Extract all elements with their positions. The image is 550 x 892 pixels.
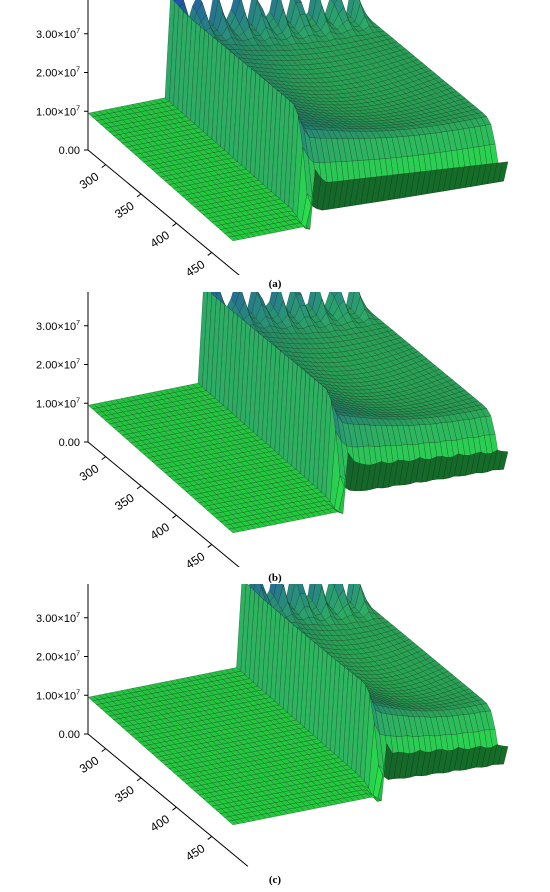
surface-plot-c: 0.00 1.00×107 2.00×107 3.00×107 4.00×107 300 3… xyxy=(36,584,509,867)
z-tick-label: 1.00×107 xyxy=(36,105,80,118)
y-tick-label: 400 xyxy=(148,520,173,543)
y-tick-label: 300 xyxy=(77,461,102,484)
z-tick-label: 3.00×107 xyxy=(36,612,80,625)
surface-plot-b: 0.00 1.00×107 2.00×107 3.00×107 4.00×107 300 3… xyxy=(36,292,509,567)
y-tick-label: 450 xyxy=(183,257,208,275)
y-axis-line xyxy=(87,733,249,867)
y-tick-label: 450 xyxy=(183,841,208,864)
z-tick-label: 4.00×107 xyxy=(36,292,80,294)
panel-b: 0.00 1.00×107 2.00×107 3.00×107 4.00×107 300 3… xyxy=(0,292,550,584)
panel-a: 0.00 1.00×107 2.00×107 3.00×107 4.00×107 300 3… xyxy=(0,0,550,292)
z-tick-label: 1.00×107 xyxy=(36,689,80,702)
y-tick-mark xyxy=(172,806,177,811)
z-tick-label: 3.00×107 xyxy=(36,28,80,41)
y-tick-label: 300 xyxy=(77,169,102,192)
y-tick-mark xyxy=(101,164,106,169)
z-tick-label: 2.00×107 xyxy=(36,359,80,372)
y-tick-mark xyxy=(136,485,142,490)
z-tick-label: 0.00 xyxy=(59,145,80,157)
z-tick-label: 2.00×107 xyxy=(36,67,80,80)
surface-mesh xyxy=(87,292,509,534)
surface-mesh xyxy=(87,0,509,242)
y-tick-mark xyxy=(172,222,177,227)
z-tick-label: 2.00×107 xyxy=(36,651,80,664)
surface-plot-a: 0.00 1.00×107 2.00×107 3.00×107 4.00×107 300 3… xyxy=(36,0,509,275)
caption-b: (b) xyxy=(268,572,282,584)
y-tick-mark xyxy=(136,193,142,198)
y-tick-label: 350 xyxy=(112,491,137,514)
y-tick-label: 400 xyxy=(148,812,173,835)
y-tick-mark xyxy=(207,836,213,840)
panel-c: 0.00 1.00×107 2.00×107 3.00×107 4.00×107 300 3… xyxy=(0,584,550,886)
surface-mesh xyxy=(87,584,509,826)
z-tick-label: 4.00×107 xyxy=(36,584,80,586)
caption-a: (a) xyxy=(268,278,282,290)
y-tick-mark xyxy=(207,544,213,548)
y-tick-label: 400 xyxy=(148,228,173,251)
y-tick-mark xyxy=(207,252,213,256)
y-tick-label: 450 xyxy=(183,549,208,567)
y-axis-line xyxy=(87,149,240,275)
y-tick-mark xyxy=(101,748,106,753)
y-tick-label: 350 xyxy=(112,199,137,222)
y-tick-label: 350 xyxy=(112,783,137,806)
z-tick-label: 1.00×107 xyxy=(36,397,80,410)
surface-cell xyxy=(332,584,336,587)
surface-cell xyxy=(228,527,239,534)
y-axis-line xyxy=(87,441,240,567)
z-tick-label: 3.00×107 xyxy=(36,320,80,333)
y-tick-mark xyxy=(172,514,177,519)
z-tick-label: 4.00×107 xyxy=(36,0,80,2)
z-tick-label: 0.00 xyxy=(59,437,80,449)
y-tick-mark xyxy=(101,456,106,461)
surface-cell xyxy=(228,235,239,242)
y-tick-mark xyxy=(136,777,142,782)
y-tick-label: 300 xyxy=(77,753,102,776)
z-tick-label: 0.00 xyxy=(59,729,80,741)
